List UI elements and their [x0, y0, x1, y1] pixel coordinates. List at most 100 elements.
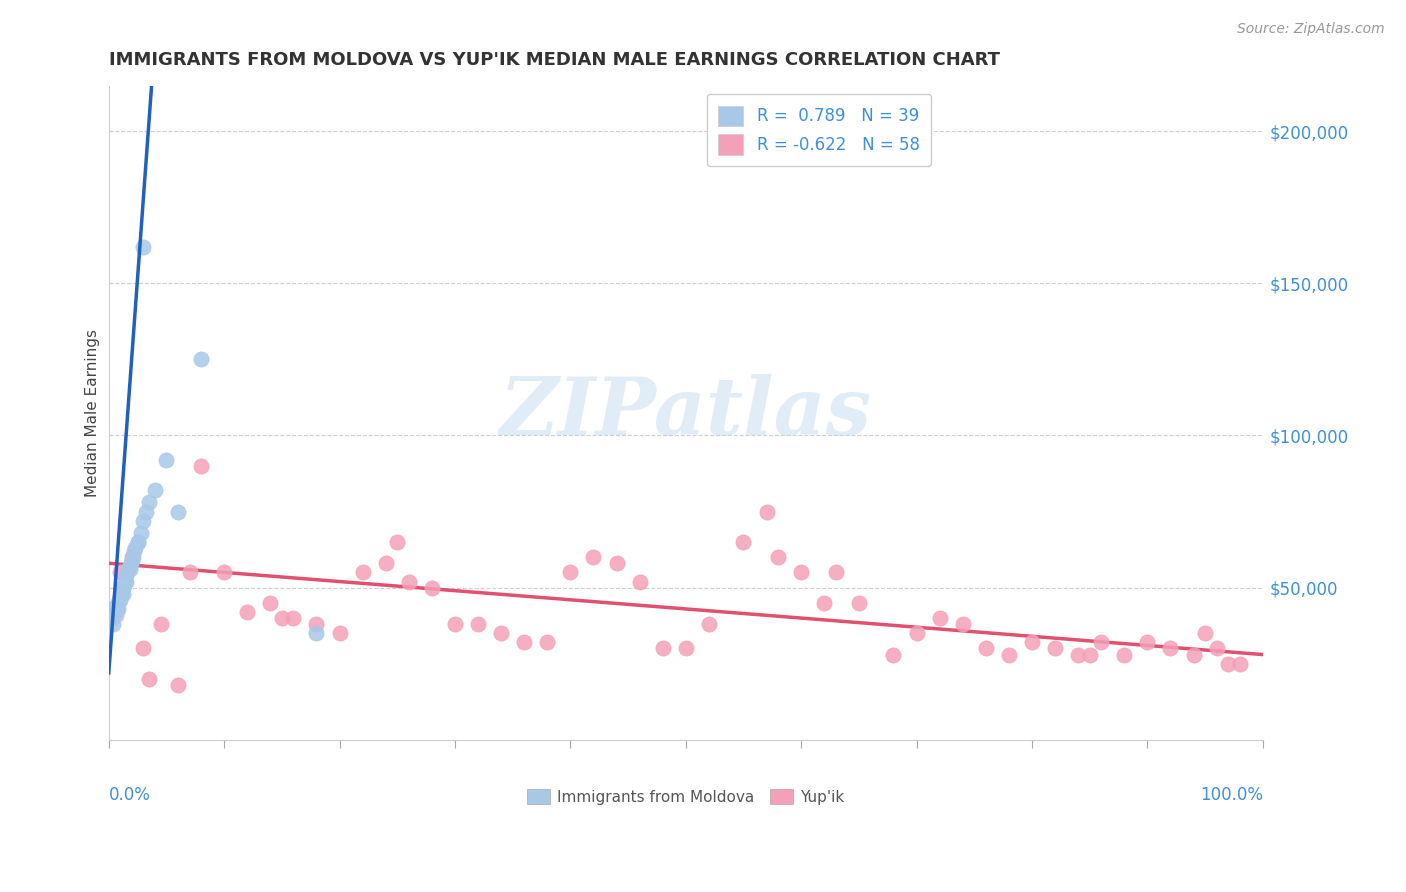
Point — [1229, 657, 1251, 671]
Point — [167, 678, 190, 692]
Point — [467, 617, 489, 632]
Point — [132, 240, 155, 254]
Text: ZIPatlas: ZIPatlas — [499, 374, 872, 451]
Point — [118, 562, 141, 576]
Point — [1078, 648, 1101, 662]
Point — [110, 592, 132, 607]
Point — [928, 611, 950, 625]
Point — [127, 535, 149, 549]
Point — [974, 641, 997, 656]
Point — [560, 566, 582, 580]
Point — [1067, 648, 1090, 662]
Point — [122, 544, 145, 558]
Point — [697, 617, 720, 632]
Point — [138, 672, 160, 686]
Text: Source: ZipAtlas.com: Source: ZipAtlas.com — [1237, 22, 1385, 37]
Point — [104, 599, 127, 613]
Point — [122, 550, 145, 565]
Point — [305, 626, 328, 640]
Point — [1114, 648, 1136, 662]
Point — [790, 566, 813, 580]
Point — [998, 648, 1021, 662]
Point — [305, 617, 328, 632]
Point — [132, 514, 155, 528]
Point — [536, 635, 558, 649]
Point — [167, 504, 190, 518]
Point — [882, 648, 904, 662]
Point — [1216, 657, 1239, 671]
Point — [824, 566, 846, 580]
Point — [101, 611, 124, 625]
Point — [105, 602, 128, 616]
Point — [651, 641, 673, 656]
Point — [132, 641, 155, 656]
Point — [114, 574, 136, 589]
Point — [374, 556, 396, 570]
Point — [110, 590, 132, 604]
Point — [179, 566, 201, 580]
Point — [127, 535, 149, 549]
Text: 100.0%: 100.0% — [1199, 786, 1263, 804]
Point — [121, 553, 143, 567]
Point — [103, 617, 125, 632]
Point — [733, 535, 755, 549]
Point — [582, 550, 605, 565]
Point — [149, 617, 172, 632]
Point — [766, 550, 789, 565]
Point — [675, 641, 697, 656]
Point — [270, 611, 292, 625]
Point — [813, 596, 835, 610]
Point — [1043, 641, 1066, 656]
Point — [110, 587, 132, 601]
Point — [236, 605, 259, 619]
Point — [1090, 635, 1112, 649]
Point — [444, 617, 467, 632]
Point — [283, 611, 305, 625]
Point — [420, 581, 443, 595]
Point — [212, 566, 235, 580]
Point — [124, 541, 146, 555]
Point — [138, 495, 160, 509]
Point — [848, 596, 870, 610]
Text: IMMIGRANTS FROM MOLDOVA VS YUP'IK MEDIAN MALE EARNINGS CORRELATION CHART: IMMIGRANTS FROM MOLDOVA VS YUP'IK MEDIAN… — [108, 51, 1000, 69]
Point — [118, 559, 141, 574]
Point — [628, 574, 651, 589]
Point — [605, 556, 627, 570]
Point — [190, 352, 212, 367]
Point — [111, 581, 134, 595]
Point — [107, 602, 129, 616]
Point — [115, 568, 138, 582]
Point — [1182, 648, 1205, 662]
Point — [398, 574, 420, 589]
Point — [143, 483, 166, 498]
Point — [104, 607, 127, 622]
Point — [103, 605, 125, 619]
Y-axis label: Median Male Earnings: Median Male Earnings — [86, 328, 100, 497]
Point — [108, 592, 131, 607]
Point — [387, 535, 409, 549]
Point — [513, 635, 536, 649]
Point — [1159, 641, 1181, 656]
Point — [1205, 641, 1227, 656]
Point — [110, 566, 132, 580]
Point — [117, 562, 139, 576]
Point — [352, 566, 374, 580]
Point — [115, 566, 138, 580]
Point — [120, 556, 142, 570]
Point — [107, 596, 129, 610]
Point — [329, 626, 352, 640]
Point — [1136, 635, 1159, 649]
Point — [1194, 626, 1216, 640]
Point — [755, 504, 778, 518]
Point — [905, 626, 928, 640]
Point — [952, 617, 974, 632]
Point — [190, 458, 212, 473]
Point — [112, 577, 135, 591]
Point — [259, 596, 281, 610]
Point — [121, 550, 143, 565]
Point — [115, 574, 138, 589]
Point — [155, 452, 177, 467]
Point — [135, 504, 157, 518]
Point — [489, 626, 512, 640]
Text: 0.0%: 0.0% — [108, 786, 150, 804]
